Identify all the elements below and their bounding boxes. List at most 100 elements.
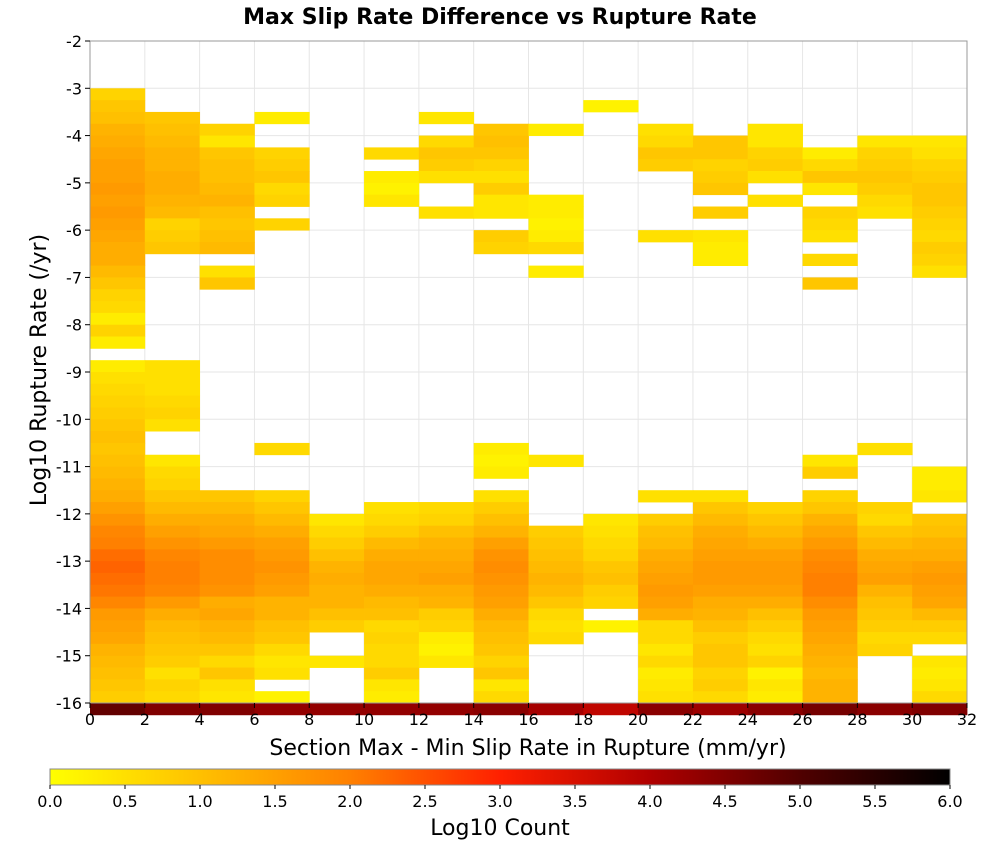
heatmap-cell: [528, 230, 584, 243]
heatmap-cell: [254, 490, 310, 503]
heatmap-cell: [199, 572, 255, 586]
y-tick-label: -2: [66, 32, 82, 51]
heatmap-cell: [254, 561, 310, 574]
heatmap-cell: [692, 643, 749, 657]
heatmap-cell: [857, 525, 913, 538]
heatmap-cell: [638, 159, 694, 172]
heatmap-cell: [473, 608, 529, 621]
heatmap-cell: [857, 643, 913, 657]
heatmap-cell: [418, 537, 475, 550]
heatmap-cell: [912, 194, 968, 207]
heatmap-cell: [692, 596, 749, 609]
heatmap-cell: [473, 703, 529, 716]
heatmap-cell: [747, 679, 803, 692]
heatmap-cell: [90, 537, 146, 550]
heatmap-cell: [583, 572, 639, 586]
heatmap-cell: [254, 549, 310, 562]
heatmap-cell: [528, 525, 584, 538]
heatmap-cell: [309, 525, 365, 538]
heatmap-cell: [747, 667, 803, 680]
heatmap-cell: [254, 620, 310, 633]
heatmap-cell: [802, 230, 858, 243]
y-tick-label: -6: [66, 221, 82, 240]
heatmap-cell: [309, 703, 365, 716]
heatmap-cell: [802, 620, 858, 633]
heatmap-cell: [90, 312, 146, 326]
y-axis-ticks: -2 -3 -4 -5 -6 -7 -8 -9 -10 -11 -12 -13 -14 -15 -16: [56, 32, 90, 713]
heatmap-cell: [912, 537, 968, 550]
heatmap-cell: [473, 135, 529, 148]
heatmap-cell: [364, 643, 420, 657]
x-tick-label: 24: [738, 710, 758, 729]
heatmap-cell: [309, 655, 365, 668]
heatmap-cell: [638, 584, 694, 598]
x-tick-label: 2: [140, 710, 150, 729]
heatmap-cell: [747, 703, 803, 716]
heatmap-cell: [912, 135, 968, 148]
x-axis-label: Section Max - Min Slip Rate in Rupture (…: [269, 736, 786, 761]
heatmap-cell: [90, 478, 146, 491]
heatmap-cell: [199, 703, 255, 716]
heatmap-cell: [583, 584, 639, 598]
heatmap-cell: [802, 537, 858, 550]
heatmap-cell: [802, 171, 858, 184]
heatmap-cell: [199, 667, 255, 680]
heatmap-cell: [144, 230, 201, 243]
heatmap-cell: [144, 537, 201, 550]
heatmap-cell: [90, 454, 146, 467]
heatmap-cell: [144, 584, 201, 598]
heatmap-cell: [747, 502, 803, 515]
heatmap-cell: [692, 655, 749, 668]
heatmap-cell: [692, 159, 749, 172]
heatmap-cell: [638, 667, 694, 680]
heatmap-cell: [692, 667, 749, 680]
heatmap-cell: [364, 502, 420, 515]
heatmap-cell: [144, 655, 201, 668]
heatmap-cell: [144, 513, 201, 527]
heatmap-cell: [364, 679, 420, 692]
heatmap-cell: [747, 572, 803, 586]
heatmap-cell: [199, 584, 255, 598]
heatmap-cell: [309, 596, 365, 609]
heatmap-cell: [418, 561, 475, 574]
heatmap-cell: [802, 206, 858, 219]
colorbar-tick-label: 3.5: [562, 792, 587, 811]
heatmap-cell: [528, 561, 584, 574]
heatmap-cell: [199, 194, 255, 207]
heatmap-cell: [144, 206, 201, 219]
heatmap-cell: [199, 596, 255, 609]
heatmap-cell: [528, 620, 584, 633]
colorbar: [49, 768, 951, 786]
heatmap-cell: [254, 667, 310, 680]
heatmap-cell: [418, 703, 475, 716]
heatmap-cell: [912, 513, 968, 527]
heatmap-cell: [254, 513, 310, 527]
heatmap-cell: [473, 632, 529, 645]
colorbar-tick-label: 1.0: [187, 792, 212, 811]
x-tick-label: 22: [683, 710, 703, 729]
heatmap-cell: [528, 572, 584, 586]
heatmap-cell: [90, 395, 146, 408]
heatmap-cells: [90, 88, 968, 716]
heatmap-cell: [144, 135, 201, 148]
heatmap-cell: [802, 703, 858, 716]
heatmap-cell: [583, 100, 639, 113]
heatmap-cell: [747, 147, 803, 160]
heatmap-cell: [418, 632, 475, 645]
heatmap-cell: [473, 655, 529, 668]
heatmap-cell: [254, 703, 310, 716]
heatmap-cell: [528, 608, 584, 621]
heatmap-cell: [857, 703, 913, 716]
heatmap-cell: [692, 253, 749, 267]
heatmap-cell: [90, 490, 146, 503]
heatmap-cell: [747, 513, 803, 527]
heatmap-cell: [857, 135, 913, 148]
heatmap-cell: [692, 525, 749, 538]
heatmap-cell: [692, 572, 749, 586]
heatmap-cell: [199, 608, 255, 621]
heatmap-cell: [912, 596, 968, 609]
heatmap-cell: [90, 431, 146, 444]
heatmap-cell: [583, 620, 639, 633]
heatmap-cell: [857, 537, 913, 550]
heatmap-cell: [144, 194, 201, 207]
